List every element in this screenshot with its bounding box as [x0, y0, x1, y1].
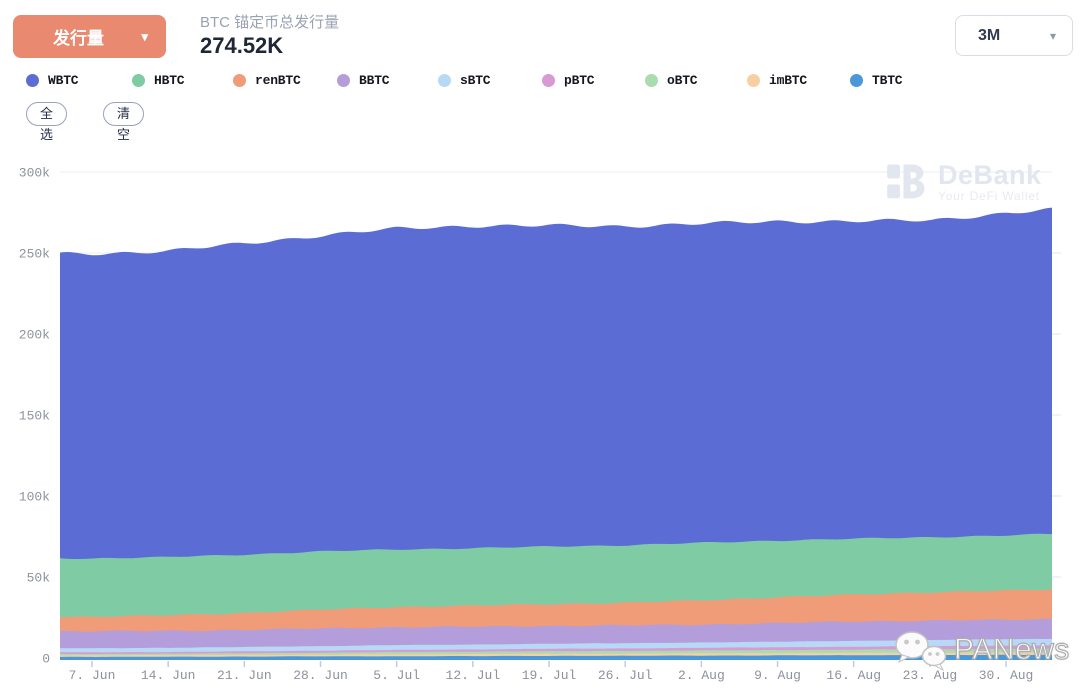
chevron-down-icon: ▾	[1049, 28, 1056, 43]
time-range-select[interactable]: 3M ▾	[955, 15, 1073, 56]
x-axis-tick-label: 12. Jul	[446, 668, 501, 683]
chart-areas[interactable]	[60, 207, 1052, 660]
debank-tagline: Your DeFi Wallet	[938, 189, 1040, 203]
legend-item-label: WBTC	[48, 73, 79, 88]
legend-item-label: renBTC	[255, 73, 301, 88]
metric-dropdown-button[interactable]: 发行量 ▾	[13, 15, 166, 58]
x-axis-tick-label: 23. Aug	[903, 668, 958, 683]
area-tbtc[interactable]	[60, 654, 1052, 660]
legend-item-label: sBTC	[460, 73, 491, 88]
legend-item-obtc[interactable]: oBTC	[645, 73, 698, 88]
x-axis-tick-label: 7. Jun	[69, 668, 116, 683]
metric-dropdown-label: 发行量	[53, 29, 104, 48]
debank-wordmark: DeBank Your DeFi Wallet	[938, 161, 1042, 203]
legend-item-label: oBTC	[667, 73, 698, 88]
panews-watermark: PANews	[890, 628, 1070, 672]
x-axis-tick-label: 16. Aug	[826, 668, 881, 683]
area-imbtc[interactable]	[60, 652, 1052, 660]
title-block: BTC 锚定币总发行量 274.52K	[200, 13, 339, 60]
legend: WBTC HBTC renBTC BBTC sBTC pBTC oBTC imBTC TBTC	[0, 73, 1080, 93]
area-bbtc[interactable]	[60, 618, 1052, 660]
area-pbtc[interactable]	[60, 645, 1052, 660]
select-all-button[interactable]: 全选	[26, 102, 68, 142]
x-axis: 7. Jun 14. Jun 21. Jun 28. Jun 5. Jul 12. Jul…	[69, 661, 1034, 683]
legend-item-label: BBTC	[359, 73, 390, 88]
area-obtc[interactable]	[60, 648, 1052, 660]
area-sbtc[interactable]	[60, 638, 1052, 660]
y-axis-tick-label: 200k	[19, 328, 50, 343]
hbtc-legend-dot	[132, 74, 145, 87]
legend-item-renbtc[interactable]: renBTC	[233, 73, 301, 88]
legend-item-wbtc[interactable]: WBTC	[26, 73, 79, 88]
y-axis-tick-label: 50k	[27, 571, 51, 586]
chart-total-value: 274.52K	[200, 33, 284, 58]
x-axis-tick-label: 19. Jul	[522, 668, 577, 683]
legend-item-label: pBTC	[564, 73, 595, 88]
legend-item-tbtc[interactable]: TBTC	[850, 73, 903, 88]
x-axis-tick-label: 30. Aug	[979, 668, 1034, 683]
obtc-legend-dot	[645, 74, 658, 87]
chart-title: BTC 锚定币总发行量	[200, 14, 340, 31]
y-axis-tick-label: 0	[42, 652, 50, 667]
debank-logo-icon	[887, 164, 925, 199]
panews-name: PANews	[953, 632, 1070, 666]
time-range-value: 3M	[978, 26, 1001, 44]
legend-item-bbtc[interactable]: BBTC	[337, 73, 390, 88]
x-axis-tick-label: 2. Aug	[678, 668, 725, 683]
legend-item-label: HBTC	[154, 73, 185, 88]
y-axis-grid: 300k 250k 200k 150k 100k 50k 0	[19, 166, 1061, 667]
area-hbtc[interactable]	[60, 533, 1052, 660]
x-axis-tick-label: 9. Aug	[754, 668, 801, 683]
legend-item-label: TBTC	[872, 73, 903, 88]
renbtc-legend-dot	[233, 74, 246, 87]
x-axis-tick-label: 28. Jun	[293, 668, 348, 683]
chevron-down-icon: ▾	[141, 28, 148, 44]
wbtc-legend-dot	[26, 74, 39, 87]
x-axis-tick-label: 26. Jul	[598, 668, 653, 683]
debank-watermark: DeBank Your DeFi Wallet	[886, 161, 1042, 203]
y-axis-tick-label: 150k	[19, 409, 50, 424]
tbtc-legend-dot	[850, 74, 863, 87]
area-wbtc[interactable]	[60, 207, 1052, 660]
y-axis-tick-label: 100k	[19, 490, 50, 505]
debank-name: DeBank	[938, 160, 1042, 190]
area-renbtc[interactable]	[60, 589, 1052, 660]
x-axis-tick-label: 5. Jul	[373, 668, 420, 683]
legend-item-imbtc[interactable]: imBTC	[747, 73, 807, 88]
legend-item-pbtc[interactable]: pBTC	[542, 73, 595, 88]
y-axis-tick-label: 250k	[19, 247, 50, 262]
clear-button[interactable]: 清空	[103, 102, 145, 142]
wechat-bubbles-icon	[895, 631, 947, 672]
imbtc-legend-dot	[747, 74, 760, 87]
legend-item-label: imBTC	[769, 73, 808, 88]
legend-item-sbtc[interactable]: sBTC	[438, 73, 491, 88]
y-axis-tick-label: 300k	[19, 166, 50, 181]
x-axis-tick-label: 14. Jun	[141, 668, 196, 683]
x-axis-tick-label: 21. Jun	[217, 668, 272, 683]
pbtc-legend-dot	[542, 74, 555, 87]
bbtc-legend-dot	[337, 74, 350, 87]
sbtc-legend-dot	[438, 74, 451, 87]
legend-item-hbtc[interactable]: HBTC	[132, 73, 185, 88]
